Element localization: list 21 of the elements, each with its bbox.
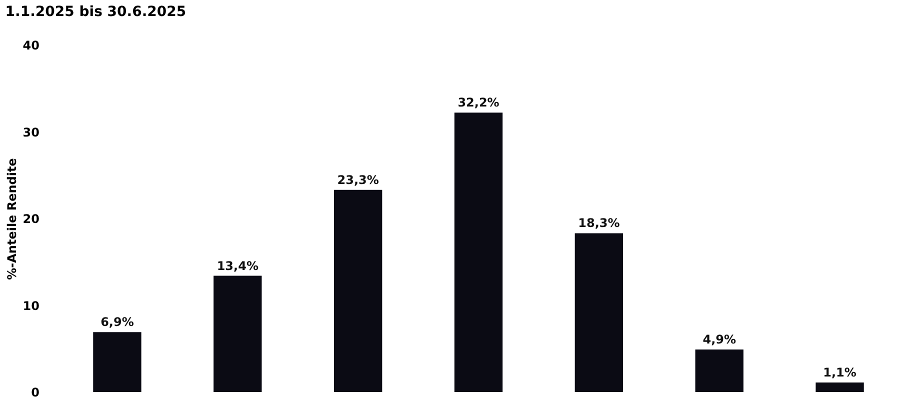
y-tick-label: 20	[22, 212, 40, 226]
y-axis-title: %-Anteile Rendite	[4, 158, 19, 280]
y-tick-label: 0	[31, 386, 40, 400]
data-label: 1,1%	[823, 365, 856, 380]
chart-title: 1.1.2025 bis 30.6.2025	[5, 4, 186, 20]
y-tick-label: 10	[22, 298, 40, 313]
data-label: 6,9%	[100, 315, 134, 330]
data-label: 4,9%	[702, 332, 736, 346]
bar	[334, 190, 382, 392]
data-label: 32,2%	[458, 96, 500, 110]
bar	[574, 233, 624, 392]
y-tick-label: 30	[22, 125, 40, 140]
bar	[93, 332, 142, 392]
data-label: 18,3%	[578, 216, 620, 230]
bar	[816, 382, 864, 392]
y-tick-label: 40	[22, 38, 40, 52]
bar	[214, 276, 262, 392]
data-label: 23,3%	[337, 172, 379, 187]
data-label: 13,4%	[216, 258, 258, 273]
bar	[695, 349, 744, 392]
bar	[454, 112, 503, 392]
